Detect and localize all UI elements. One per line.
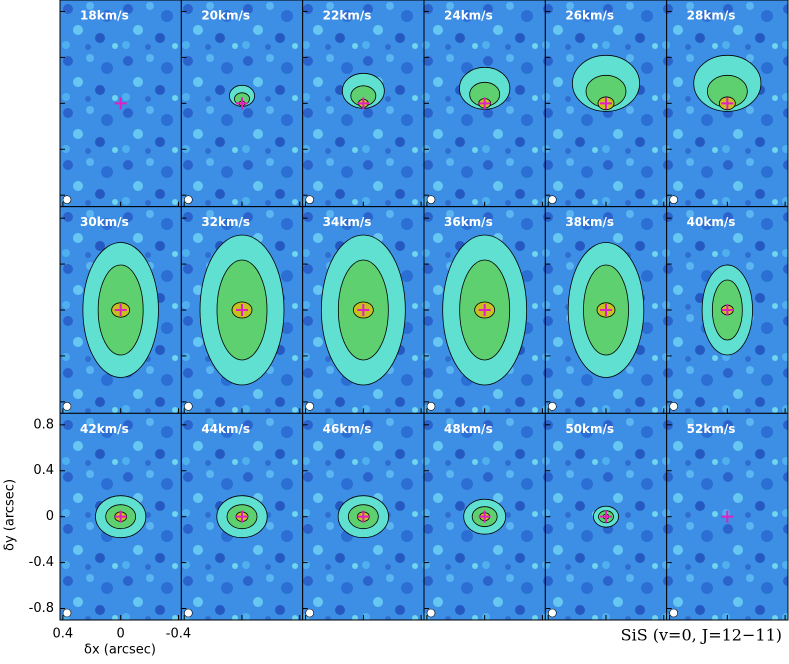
panel: 38km/s — [544, 206, 668, 414]
y-tick-label: 0.4 — [33, 463, 54, 478]
panel: 34km/s — [302, 206, 425, 414]
source-marker — [600, 510, 612, 523]
panel-label: 44km/s — [201, 422, 250, 436]
panel: 46km/s — [302, 412, 425, 621]
panel-label: 50km/s — [565, 422, 614, 436]
beam — [669, 402, 678, 411]
beam — [62, 195, 72, 204]
beam — [426, 402, 436, 411]
source-marker — [236, 304, 248, 316]
panel: 32km/s — [180, 206, 304, 414]
source-marker — [114, 304, 127, 316]
beam — [305, 402, 314, 411]
y-axis-label: δy (arcsec) — [3, 479, 18, 551]
x-tick-label: -0.4 — [166, 627, 191, 642]
panel: 20km/s — [180, 0, 304, 208]
beam — [305, 608, 314, 618]
panel-label: 26km/s — [565, 9, 614, 23]
y-tick-label: 0 — [46, 509, 54, 524]
panel-label: 46km/s — [323, 422, 372, 436]
x-tick-label: 0.4 — [53, 627, 74, 642]
beam — [184, 402, 193, 411]
beam — [305, 195, 314, 204]
panel: 42km/s — [59, 412, 182, 621]
panel: 30km/s — [59, 206, 182, 414]
y-tick-label: -0.4 — [29, 555, 54, 570]
panel-label: 32km/s — [201, 215, 250, 229]
source-marker — [478, 97, 491, 110]
panel-label: 38km/s — [565, 215, 614, 229]
x-axis-label: δx (arcsec) — [84, 643, 156, 658]
panel-label: 20km/s — [201, 9, 250, 23]
source-marker — [357, 97, 370, 110]
source-marker — [478, 304, 491, 316]
beam — [669, 608, 678, 618]
beam — [62, 402, 72, 411]
x-tick-label: 0 — [117, 627, 125, 642]
panel: 44km/s — [180, 412, 304, 621]
beam — [184, 608, 193, 618]
beam — [548, 608, 557, 618]
panel: 36km/s — [423, 206, 546, 414]
source-marker — [114, 510, 127, 523]
beam — [548, 402, 557, 411]
y-tick-label: 0.8 — [33, 417, 54, 432]
beam — [62, 608, 72, 618]
beam — [548, 195, 557, 204]
panel-label: 30km/s — [80, 215, 129, 229]
panel-label: 40km/s — [687, 215, 736, 229]
panel: 48km/s — [423, 412, 546, 621]
source-marker — [600, 304, 612, 316]
beam — [669, 195, 678, 204]
y-tick-label: -0.8 — [29, 601, 54, 616]
source-marker — [114, 97, 127, 110]
panel: 50km/s — [544, 412, 668, 621]
source-marker — [236, 97, 248, 110]
panel-label: 36km/s — [444, 215, 493, 229]
beam — [426, 608, 436, 618]
source-marker — [236, 510, 248, 523]
panel: 22km/s — [302, 0, 425, 208]
panel: 18km/s — [59, 0, 182, 208]
panel-label: 28km/s — [687, 9, 736, 23]
panel: 52km/s — [666, 412, 789, 621]
panel: 28km/s — [666, 0, 789, 208]
panel-label: 48km/s — [444, 422, 493, 436]
panel-label: 42km/s — [80, 422, 129, 436]
panel-label: 18km/s — [80, 9, 129, 23]
panel-label: 34km/s — [323, 215, 372, 229]
source-marker — [721, 97, 734, 110]
panel: 40km/s — [666, 206, 789, 414]
source-marker — [721, 304, 734, 316]
beam — [184, 195, 193, 204]
source-marker — [721, 510, 734, 523]
panel: 26km/s — [544, 0, 668, 208]
panel-label: 52km/s — [687, 422, 736, 436]
panel: 24km/s — [423, 0, 546, 208]
panel-label: 24km/s — [444, 9, 493, 23]
source-marker — [600, 97, 612, 110]
source-marker — [357, 510, 370, 523]
source-marker — [357, 304, 370, 316]
beam — [426, 195, 436, 204]
caption: SiS (v=0, J=12−11) — [621, 626, 782, 645]
source-marker — [478, 510, 491, 523]
panel-label: 22km/s — [323, 9, 372, 23]
